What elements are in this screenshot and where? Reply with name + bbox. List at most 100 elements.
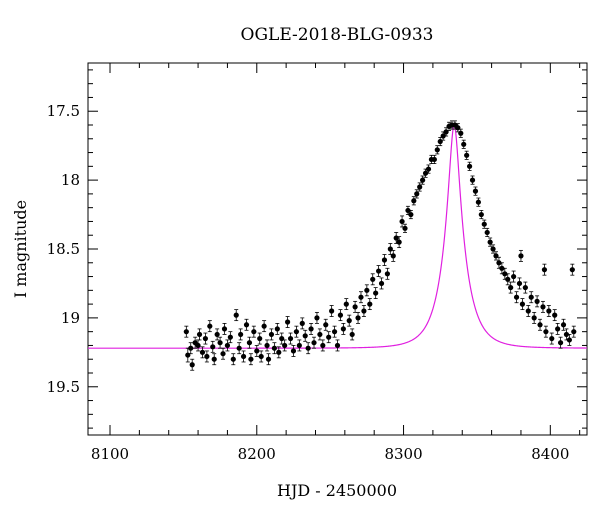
data-point (375, 265, 382, 277)
point-marker (425, 166, 432, 172)
data-point (370, 273, 376, 286)
point-marker (496, 260, 502, 266)
point-marker (320, 342, 326, 349)
point-marker (373, 290, 379, 296)
data-point (317, 328, 323, 341)
point-marker (254, 348, 260, 354)
data-point (236, 342, 242, 355)
point-marker (434, 147, 440, 153)
x-tick-label: 8200 (238, 445, 276, 463)
plot-frame (87, 62, 588, 436)
data-point (268, 328, 275, 341)
x-tick-label: 8100 (91, 445, 129, 463)
y-tick-labels: 17.5 18 18.5 19 19.5 (47, 102, 80, 396)
data-point (361, 305, 367, 317)
data-point (513, 291, 520, 304)
data-point (299, 317, 305, 330)
data-point (271, 342, 277, 355)
data-point (346, 314, 352, 327)
point-marker (264, 342, 270, 349)
data-point (414, 189, 420, 199)
data-point (541, 263, 548, 276)
data-point (490, 244, 496, 254)
data-point (555, 322, 561, 335)
point-marker (464, 152, 470, 158)
x-tick-labels: 8100 8200 8300 8400 (91, 445, 569, 463)
point-marker (258, 353, 264, 360)
data-point (199, 346, 206, 359)
point-marker (546, 308, 552, 314)
data-point (519, 298, 526, 311)
data-point (323, 318, 329, 331)
data-point (508, 281, 514, 294)
data-point (279, 332, 285, 345)
data-point (293, 325, 300, 338)
data-point (399, 215, 405, 228)
data-point (308, 322, 314, 335)
point-marker (211, 356, 217, 362)
point-marker (522, 284, 528, 291)
data-point (373, 287, 379, 300)
point-marker (367, 301, 373, 307)
data-point (420, 175, 426, 185)
data-point (531, 311, 537, 324)
data-point (546, 305, 552, 317)
point-marker (183, 329, 189, 335)
data-point (540, 300, 546, 313)
point-marker (402, 225, 408, 231)
point-marker (346, 318, 352, 324)
point-marker (557, 340, 564, 346)
point-marker (511, 273, 517, 280)
point-marker (317, 331, 323, 338)
data-point (516, 277, 523, 290)
point-marker (443, 129, 449, 135)
data-points (183, 120, 577, 371)
data-point (343, 298, 349, 311)
data-point (196, 328, 203, 341)
point-marker (340, 326, 346, 332)
data-point (384, 267, 390, 280)
point-marker (519, 301, 526, 307)
data-point (257, 332, 263, 345)
data-point (411, 196, 417, 206)
point-marker (296, 342, 302, 349)
point-marker (566, 337, 572, 343)
data-point (525, 305, 531, 317)
point-marker (516, 280, 523, 287)
data-point (214, 328, 220, 341)
data-point (408, 210, 414, 220)
point-marker (461, 141, 467, 147)
point-marker (202, 335, 209, 342)
data-point (358, 291, 364, 304)
point-marker (204, 353, 210, 360)
point-marker (370, 276, 376, 282)
point-marker (431, 156, 437, 163)
data-point (258, 350, 264, 363)
point-marker (505, 276, 511, 282)
data-point (340, 322, 346, 335)
data-point (238, 328, 244, 341)
data-point (472, 186, 479, 196)
point-marker (352, 304, 358, 310)
point-marker (540, 304, 546, 310)
data-point (221, 322, 228, 335)
point-marker (189, 362, 195, 368)
data-point (331, 325, 338, 338)
data-point (390, 249, 396, 262)
point-marker (381, 257, 388, 263)
point-marker (375, 268, 382, 274)
data-point (552, 309, 558, 322)
point-marker (537, 322, 543, 328)
data-point (481, 219, 487, 229)
data-point (466, 161, 473, 171)
point-marker (220, 351, 226, 357)
data-point (396, 236, 402, 249)
data-point (534, 295, 540, 308)
point-marker (420, 177, 426, 183)
data-point (261, 320, 267, 333)
point-marker (563, 331, 570, 338)
point-marker (238, 331, 244, 338)
data-point (188, 342, 194, 355)
point-marker (236, 345, 242, 351)
data-point (557, 336, 564, 349)
